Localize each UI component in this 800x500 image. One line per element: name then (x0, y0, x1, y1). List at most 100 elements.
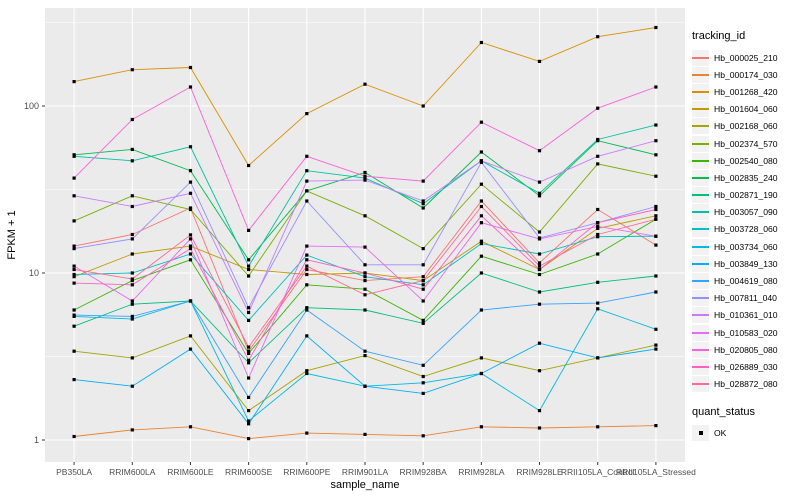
data-point (247, 264, 251, 268)
shape-legend-title: quant_status (692, 405, 755, 418)
data-point (537, 191, 542, 195)
legend-item-label: Hb_002540_080 (714, 155, 778, 166)
data-point (421, 321, 425, 325)
x-tick-label: RRIM928LE (516, 467, 563, 477)
data-point (247, 376, 251, 380)
data-point (247, 351, 251, 355)
data-point (130, 252, 134, 256)
legend-item-Hb_003057_090: Hb_003057_090 (692, 204, 800, 221)
data-point (305, 267, 309, 272)
legend-item-label: Hb_003734_060 (714, 241, 778, 252)
legend-item-label: Hb_003849_130 (714, 258, 778, 269)
data-point (247, 349, 251, 353)
data-point (247, 358, 251, 362)
data-point (72, 275, 76, 279)
data-point (654, 207, 658, 212)
data-point (363, 384, 367, 388)
data-point (188, 258, 193, 262)
data-point (305, 306, 309, 310)
legend-line-icon (692, 331, 709, 334)
x-axis-title: sample_name (330, 479, 400, 491)
legend-item-label: Hb_002168_060 (714, 121, 778, 132)
data-point (596, 224, 600, 228)
legend-item-Hb_003734_060: Hb_003734_060 (692, 238, 800, 255)
legend-item-label: Hb_010361_010 (714, 310, 778, 321)
data-point (247, 318, 251, 322)
data-point (130, 428, 134, 432)
data-point (596, 301, 600, 305)
data-point (479, 221, 483, 225)
legend-line-icon (692, 142, 709, 145)
legend-item-label: Hb_001604_060 (714, 104, 778, 115)
data-point (363, 349, 367, 353)
data-point (537, 264, 542, 268)
legend-item-label: Hb_004619_080 (714, 276, 778, 287)
data-point (72, 272, 76, 277)
data-point (363, 308, 367, 312)
legend-item-Hb_020805_080: Hb_020805_080 (692, 341, 800, 358)
data-point (72, 247, 76, 251)
data-point (537, 272, 542, 277)
legend-key-line (692, 135, 709, 152)
data-point (72, 313, 76, 317)
legend-key-line (692, 169, 709, 186)
data-point (596, 207, 600, 212)
legend-item-Hb_002835_240: Hb_002835_240 (692, 169, 800, 186)
data-point (188, 169, 193, 173)
legend-line-icon (692, 297, 709, 300)
data-point (421, 283, 425, 287)
y-tick-label: 100 (24, 101, 39, 111)
data-point (247, 345, 251, 349)
data-point (247, 419, 251, 423)
data-point (421, 374, 425, 379)
data-point (305, 189, 309, 193)
data-point (363, 176, 367, 180)
data-point (596, 221, 600, 225)
legend-item-Hb_000174_030: Hb_000174_030 (692, 66, 800, 83)
data-point (479, 120, 483, 124)
legend-line-icon (692, 314, 709, 317)
data-point (130, 232, 134, 237)
data-point (363, 293, 367, 297)
data-point (596, 356, 600, 360)
data-point (363, 82, 367, 86)
data-point (596, 232, 600, 237)
data-point (537, 230, 542, 234)
data-point (305, 179, 309, 183)
shape-legend-item: OK (692, 425, 800, 442)
data-point (305, 272, 309, 277)
data-point (537, 369, 542, 373)
data-point (596, 154, 600, 158)
data-point (421, 263, 425, 267)
data-point (72, 349, 76, 353)
black-square-icon (698, 431, 703, 436)
data-point (305, 431, 309, 435)
data-point (72, 308, 76, 312)
data-point (596, 35, 600, 39)
data-point (479, 214, 483, 218)
legend-key-line (692, 66, 709, 83)
legend-line-icon (692, 194, 709, 197)
data-point (654, 204, 658, 209)
legend-key-line (692, 221, 709, 238)
legend-item-Hb_002168_060: Hb_002168_060 (692, 118, 800, 135)
data-point (479, 425, 483, 429)
data-point (537, 302, 542, 306)
legend-item-label: Hb_000174_030 (714, 69, 778, 80)
data-point (72, 267, 76, 272)
data-point (305, 371, 309, 376)
legend-key-line (692, 358, 709, 375)
data-point (537, 261, 542, 265)
data-point (654, 174, 658, 178)
data-point (305, 369, 309, 373)
data-point (247, 274, 251, 278)
data-point (130, 147, 134, 151)
legend-line-icon (692, 211, 709, 214)
data-point (537, 180, 542, 184)
data-point (247, 306, 251, 310)
data-point (421, 179, 425, 183)
data-point (537, 290, 542, 294)
data-point (188, 191, 193, 195)
data-point (537, 341, 542, 345)
